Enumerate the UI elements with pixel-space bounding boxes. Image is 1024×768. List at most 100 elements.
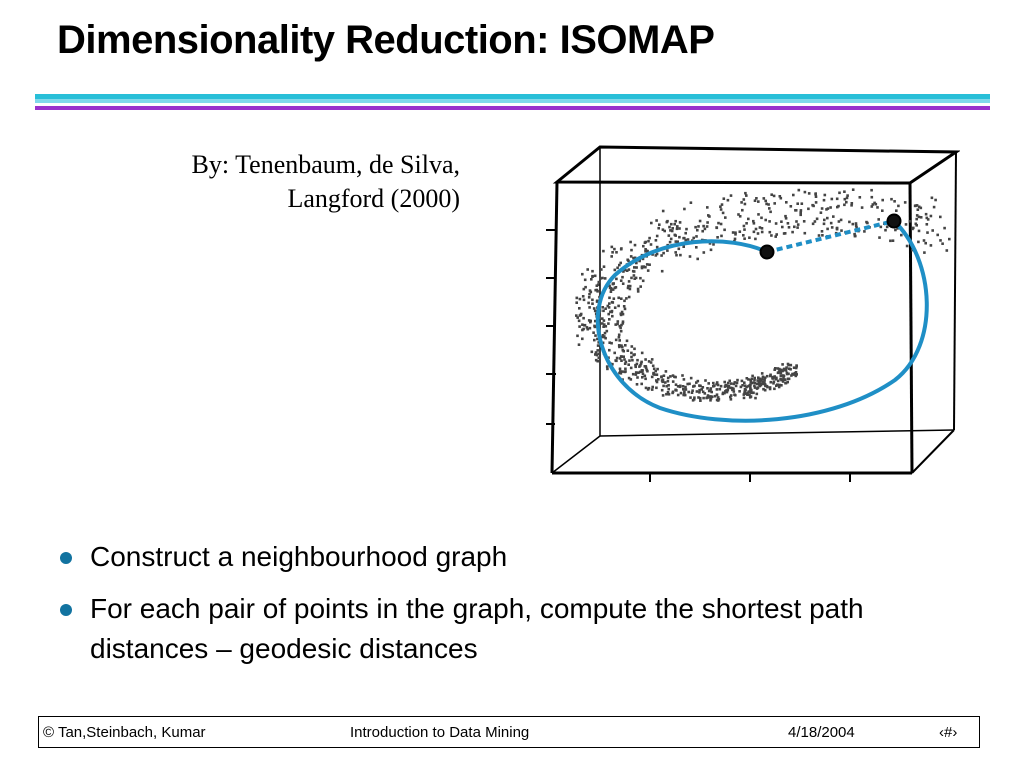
manifold-point xyxy=(618,371,621,375)
manifold-point xyxy=(655,252,659,256)
box-bottom-right-edge xyxy=(911,429,955,474)
manifold-point xyxy=(758,384,762,388)
manifold-point xyxy=(700,388,703,391)
manifold-point xyxy=(625,269,629,272)
manifold-point xyxy=(780,220,783,223)
manifold-point xyxy=(644,366,648,370)
manifold-point xyxy=(734,233,737,236)
manifold-point xyxy=(669,375,672,378)
manifold-point xyxy=(749,386,752,389)
manifold-point xyxy=(747,384,750,388)
manifold-point xyxy=(785,366,788,369)
footer-date: 4/18/2004 xyxy=(788,724,855,741)
manifold-point xyxy=(665,220,669,224)
manifold-point xyxy=(752,230,756,234)
manifold-point xyxy=(772,382,775,385)
manifold-point xyxy=(743,387,747,391)
bullet-text: Construct a neighbourhood graph xyxy=(90,541,508,572)
manifold-point xyxy=(713,394,717,398)
manifold-point xyxy=(682,245,685,248)
manifold-point xyxy=(753,384,756,388)
manifold-point xyxy=(673,222,676,226)
manifold-point xyxy=(630,248,633,252)
manifold-point xyxy=(789,368,792,371)
manifold-point xyxy=(731,231,735,234)
manifold-point xyxy=(701,386,705,389)
manifold-point xyxy=(758,381,761,384)
manifold-point xyxy=(916,208,920,211)
manifold-point xyxy=(709,395,712,398)
manifold-point xyxy=(602,319,606,322)
manifold-point xyxy=(648,263,651,266)
manifold-point xyxy=(733,237,737,241)
manifold-point xyxy=(723,228,726,232)
manifold-point xyxy=(851,222,855,226)
manifold-point xyxy=(577,343,581,346)
manifold-point xyxy=(756,379,759,382)
manifold-point xyxy=(578,307,581,310)
manifold-point xyxy=(762,197,766,200)
manifold-point xyxy=(704,379,707,382)
manifold-point xyxy=(655,373,659,376)
manifold-point xyxy=(593,338,596,342)
manifold-point xyxy=(781,380,785,383)
manifold-point xyxy=(753,376,756,380)
manifold-point xyxy=(763,378,766,382)
manifold-point xyxy=(932,205,936,209)
manifold-point xyxy=(701,390,705,394)
manifold-point xyxy=(722,197,726,200)
manifold-point xyxy=(728,379,731,383)
manifold-point xyxy=(881,198,884,202)
manifold-point xyxy=(707,396,711,399)
manifold-point xyxy=(757,213,760,216)
manifold-point xyxy=(743,228,746,231)
manifold-point xyxy=(785,372,789,376)
manifold-point xyxy=(719,205,722,208)
manifold-point xyxy=(631,358,634,362)
manifold-point xyxy=(743,381,746,384)
manifold-point xyxy=(749,389,753,392)
manifold-point xyxy=(602,309,605,313)
manifold-point xyxy=(732,390,736,393)
manifold-point xyxy=(618,357,622,360)
bullet-list: Construct a neighbourhood graph For each… xyxy=(60,537,980,681)
manifold-point xyxy=(788,367,791,370)
manifold-point xyxy=(715,393,719,396)
manifold-point xyxy=(936,233,939,237)
manifold-point xyxy=(619,261,622,265)
manifold-point xyxy=(695,246,698,249)
manifold-point xyxy=(674,383,678,386)
manifold-point xyxy=(594,319,597,323)
manifold-point xyxy=(626,286,630,290)
manifold-point xyxy=(727,385,730,389)
manifold-point xyxy=(676,385,680,388)
manifold-point xyxy=(692,236,695,240)
manifold-point xyxy=(651,253,654,256)
manifold-point xyxy=(624,344,627,347)
manifold-point xyxy=(723,380,726,384)
manifold-point xyxy=(650,388,654,391)
manifold-point xyxy=(655,219,658,222)
manifold-point xyxy=(926,231,929,234)
manifold-point xyxy=(626,349,630,352)
manifold-point xyxy=(649,243,653,246)
manifold-point xyxy=(848,220,851,224)
manifold-point xyxy=(782,368,786,372)
manifold-point xyxy=(684,238,687,242)
manifold-point xyxy=(792,193,795,197)
manifold-point xyxy=(760,230,764,234)
manifold-point xyxy=(752,391,755,395)
manifold-point xyxy=(829,206,832,209)
manifold-point xyxy=(652,371,655,375)
manifold-point xyxy=(666,379,670,383)
manifold-point xyxy=(644,248,647,251)
manifold-point xyxy=(792,366,796,369)
manifold-point xyxy=(613,268,617,272)
manifold-point xyxy=(814,201,818,204)
manifold-point xyxy=(741,384,744,387)
manifold-point xyxy=(658,223,661,226)
manifold-point xyxy=(908,220,912,223)
manifold-point xyxy=(769,374,772,378)
manifold-point xyxy=(811,203,814,207)
manifold-point xyxy=(823,218,826,222)
